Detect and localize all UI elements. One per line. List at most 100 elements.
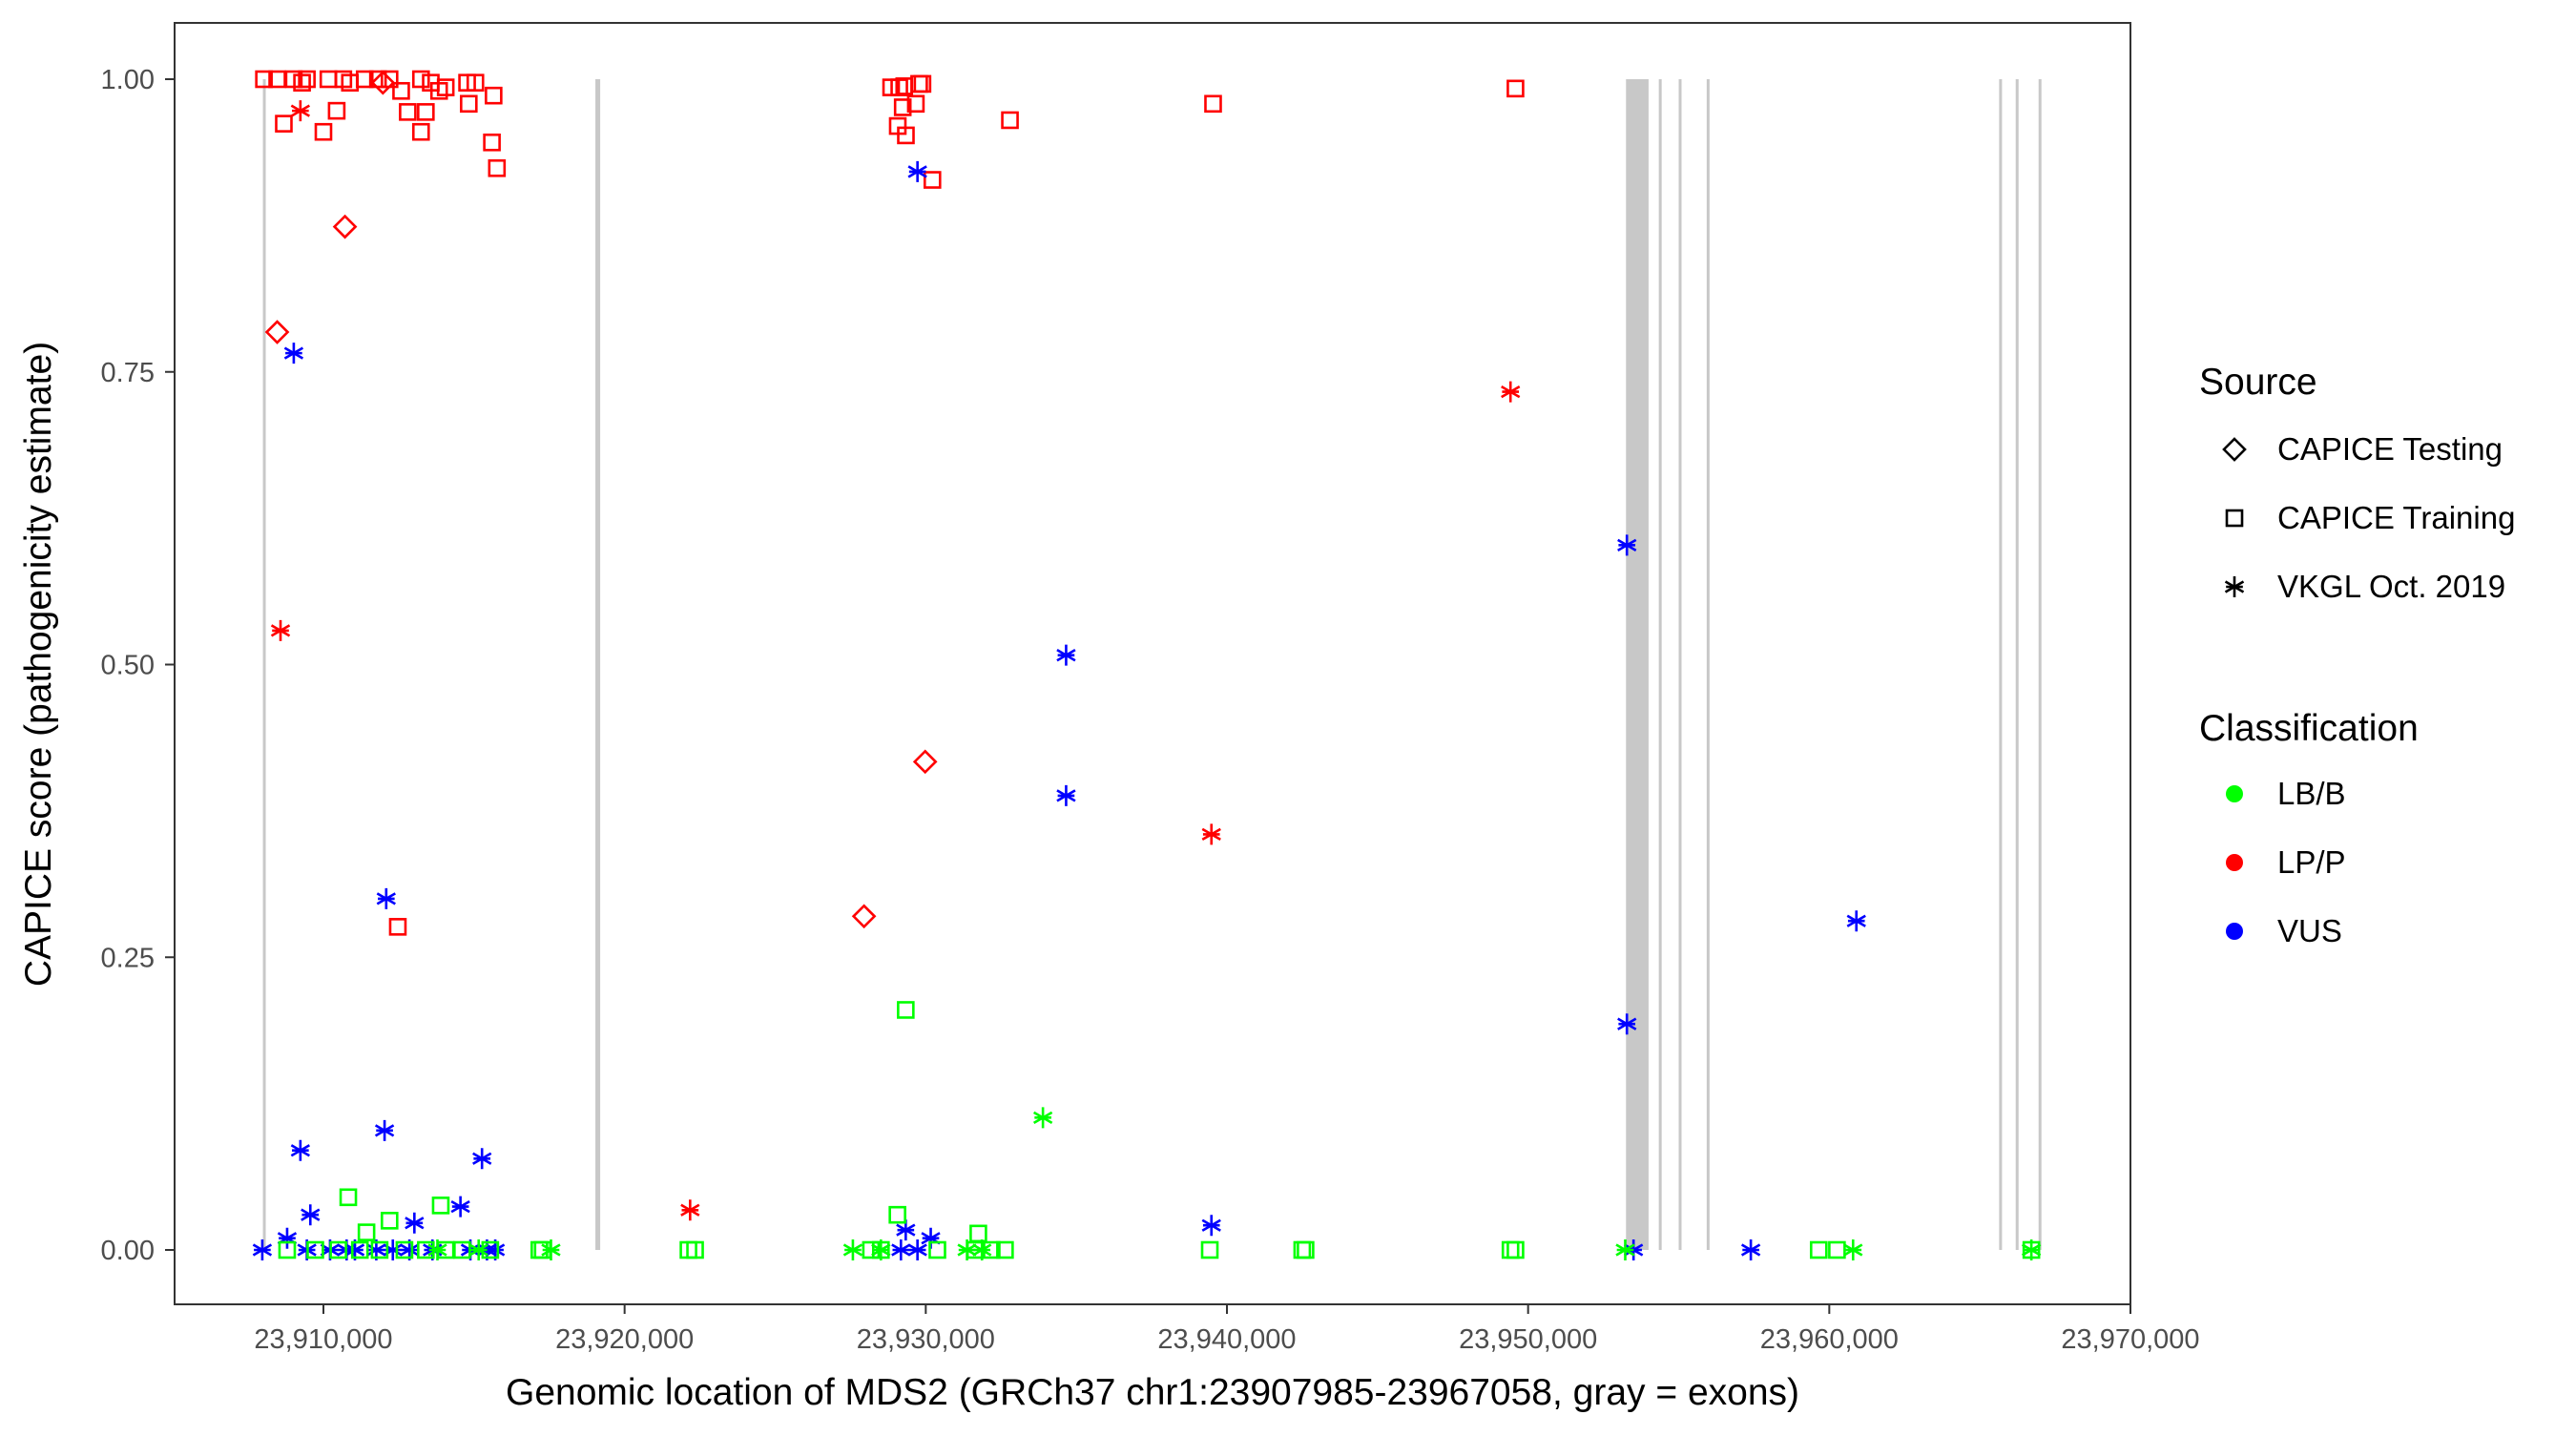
- exon-band: [2015, 79, 2019, 1250]
- data-point: [893, 98, 912, 116]
- data-point: [366, 1239, 386, 1260]
- legend-label: CAPICE Testing: [2277, 431, 2503, 467]
- data-point: [1615, 1239, 1635, 1260]
- data-point: [1056, 644, 1076, 666]
- data-point: [339, 1188, 358, 1207]
- exon-band: [262, 79, 266, 1250]
- data-point: [268, 70, 286, 89]
- data-point: [907, 1239, 927, 1260]
- exon-band: [2038, 79, 2042, 1250]
- data-point: [468, 1239, 488, 1260]
- data-point: [897, 126, 915, 145]
- data-point: [405, 1212, 425, 1234]
- data-point: [411, 122, 430, 141]
- data-point: [431, 1197, 450, 1215]
- data-point: [1204, 94, 1222, 114]
- data-point: [921, 1227, 941, 1249]
- data-point: [842, 1239, 863, 1260]
- y-tick-label: 1.00: [101, 65, 155, 95]
- x-tick-label: 23,910,000: [254, 1324, 392, 1355]
- data-point: [686, 1240, 704, 1259]
- x-tick-label: 23,960,000: [1760, 1324, 1899, 1355]
- data-point: [290, 1139, 311, 1161]
- data-point: [255, 70, 273, 89]
- data-point: [485, 1239, 506, 1260]
- data-point: [399, 103, 417, 121]
- legend-classification-title: Classification: [2199, 708, 2419, 749]
- exon-band: [1706, 79, 1710, 1250]
- data-point: [957, 1239, 977, 1260]
- legend: Source CAPICE Testing CAPICE Training VKGL…: [2199, 362, 2515, 948]
- exon-band: [1626, 79, 1649, 1250]
- data-point: [923, 171, 942, 189]
- legend-key-dot-icon: [2226, 923, 2243, 940]
- exon-band: [1658, 79, 1662, 1250]
- data-point: [355, 70, 374, 89]
- data-point: [472, 1148, 492, 1170]
- data-point: [344, 1239, 365, 1260]
- data-point: [1032, 1107, 1053, 1129]
- data-point: [417, 103, 435, 121]
- data-point: [485, 86, 503, 105]
- data-point: [450, 1196, 470, 1217]
- data-point: [329, 1240, 347, 1259]
- data-point: [541, 1239, 561, 1260]
- legend-label: VKGL Oct. 2019: [2277, 569, 2505, 604]
- data-point: [851, 904, 877, 929]
- data-point: [1809, 1240, 1828, 1259]
- exon-band: [1678, 79, 1682, 1250]
- legend-label: CAPICE Training: [2277, 500, 2515, 535]
- data-point: [906, 94, 925, 114]
- data-point: [871, 1239, 891, 1260]
- data-point: [399, 1239, 420, 1260]
- data-point: [1200, 1240, 1219, 1259]
- data-point: [972, 1239, 992, 1260]
- y-tick-label: 0.25: [101, 943, 155, 973]
- data-point: [436, 78, 455, 96]
- legend-label: LP/P: [2277, 844, 2346, 880]
- y-tick-label: 0.50: [101, 651, 155, 681]
- data-point: [460, 94, 478, 114]
- data-point: [1297, 1240, 1315, 1259]
- y-tick-label: 0.00: [101, 1236, 155, 1266]
- data-point: [913, 74, 932, 94]
- data-point: [395, 1240, 414, 1259]
- data-point: [1846, 910, 1866, 932]
- x-tick-label: 23,920,000: [555, 1324, 694, 1355]
- legend-label: LB/B: [2277, 776, 2346, 811]
- data-point: [427, 1239, 447, 1260]
- exon-band: [595, 79, 601, 1250]
- data-point: [896, 1219, 916, 1241]
- data-point: [411, 70, 430, 89]
- data-point: [488, 158, 507, 177]
- data-point: [1501, 381, 1521, 403]
- data-point: [907, 160, 927, 182]
- data-point: [1201, 823, 1221, 845]
- data-point: [370, 1240, 389, 1259]
- data-point: [1843, 1239, 1863, 1260]
- data-point: [327, 101, 346, 120]
- plot-panel: [174, 22, 2131, 1305]
- data-point: [912, 749, 938, 775]
- data-point: [293, 73, 311, 92]
- data-point: [376, 887, 396, 909]
- data-point: [388, 918, 407, 936]
- exon-bands: [262, 79, 2042, 1250]
- x-tick-label: 23,930,000: [857, 1324, 995, 1355]
- x-tick-label: 23,970,000: [2061, 1324, 2199, 1355]
- x-tick-label: 23,950,000: [1459, 1324, 1597, 1355]
- data-point: [453, 1240, 471, 1259]
- legend-key-asterisk-icon: [2224, 576, 2245, 597]
- data-point: [283, 343, 304, 364]
- data-point: [928, 1240, 946, 1259]
- data-point: [1056, 784, 1076, 806]
- data-point: [1506, 1240, 1525, 1259]
- data-point: [2021, 1239, 2042, 1260]
- legend-key-diamond-icon: [2222, 437, 2247, 462]
- data-point: [383, 1239, 403, 1260]
- data-point: [314, 122, 333, 141]
- y-tick-label: 0.75: [101, 358, 155, 388]
- data-point: [277, 1227, 298, 1249]
- legend-label: VUS: [2277, 913, 2342, 948]
